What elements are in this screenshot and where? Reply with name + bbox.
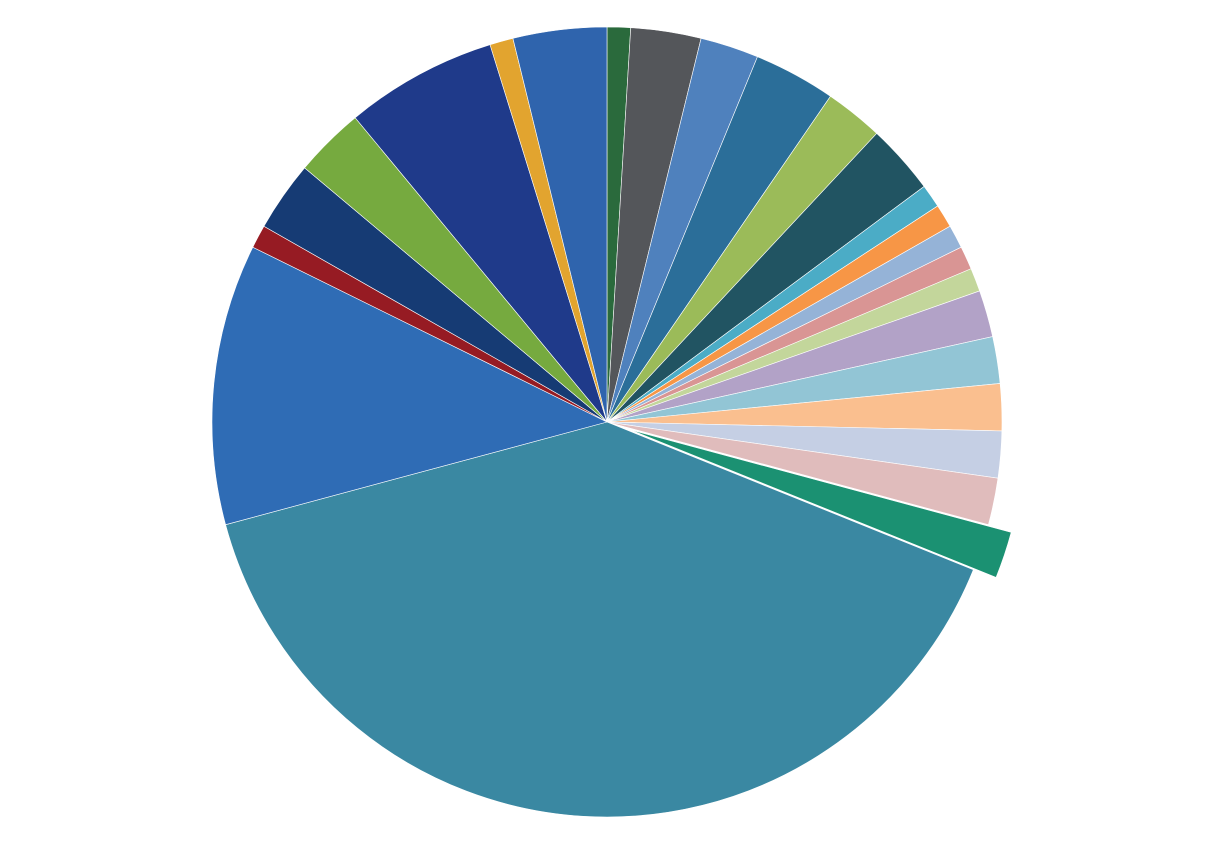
pie-slice-23 (354, 44, 608, 423)
pie-slice-17 (629, 429, 1012, 578)
pie-slices (211, 26, 1012, 818)
pie-slice-18 (225, 421, 974, 818)
pie-slice-25 (512, 26, 608, 423)
pie-slice-16 (606, 421, 999, 526)
pie-slice-19 (211, 246, 608, 526)
